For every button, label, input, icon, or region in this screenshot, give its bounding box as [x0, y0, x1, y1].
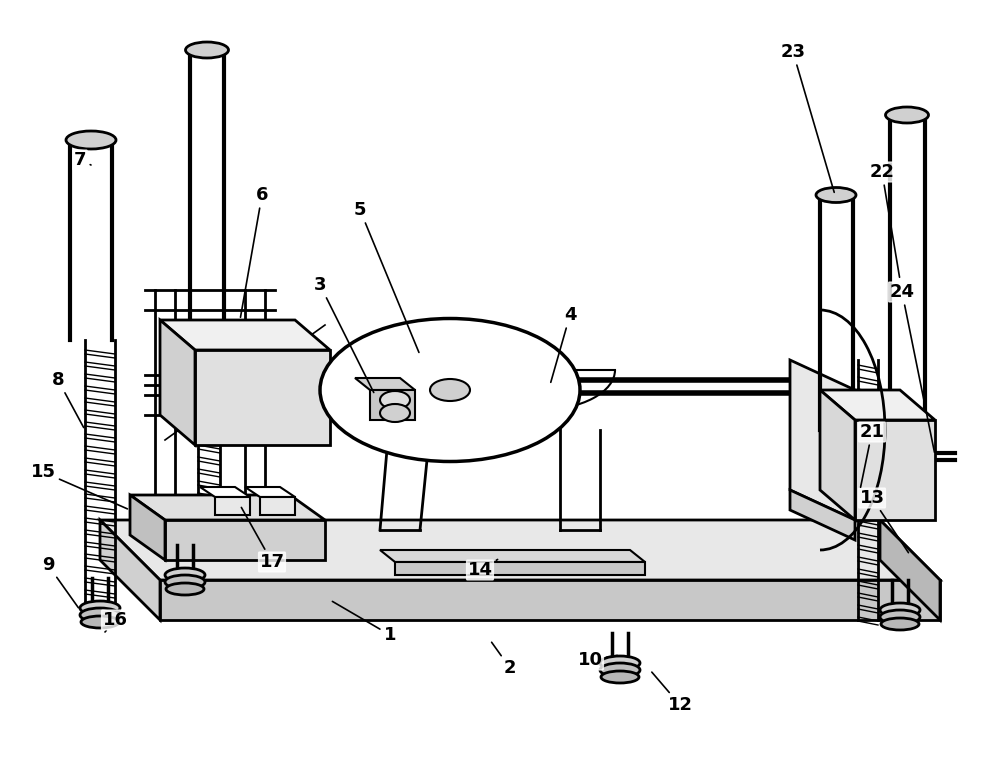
Polygon shape [790, 490, 855, 540]
Ellipse shape [66, 131, 116, 149]
Text: 12: 12 [652, 672, 692, 714]
Polygon shape [370, 390, 415, 420]
Polygon shape [395, 562, 645, 575]
Ellipse shape [816, 188, 856, 203]
Text: 1: 1 [332, 601, 396, 644]
Ellipse shape [601, 671, 639, 683]
Ellipse shape [380, 391, 410, 409]
Polygon shape [130, 495, 165, 560]
Polygon shape [165, 520, 325, 560]
Ellipse shape [430, 379, 470, 401]
Polygon shape [820, 390, 935, 420]
Text: 3: 3 [314, 276, 374, 393]
Text: 21: 21 [860, 423, 885, 487]
Polygon shape [880, 520, 940, 620]
Text: 22: 22 [870, 163, 900, 278]
Polygon shape [160, 320, 330, 350]
Ellipse shape [380, 404, 410, 422]
Ellipse shape [600, 663, 640, 677]
Ellipse shape [166, 583, 204, 595]
Ellipse shape [165, 575, 205, 589]
Polygon shape [195, 350, 330, 445]
Ellipse shape [320, 318, 580, 461]
Text: 7: 7 [74, 151, 91, 169]
Text: 5: 5 [354, 201, 419, 352]
Ellipse shape [886, 107, 928, 123]
Polygon shape [130, 495, 325, 520]
Polygon shape [215, 497, 250, 515]
Text: 2: 2 [492, 642, 516, 677]
Text: 4: 4 [551, 306, 576, 383]
Polygon shape [260, 497, 295, 515]
Text: 14: 14 [468, 560, 498, 579]
Ellipse shape [880, 610, 920, 624]
Polygon shape [855, 420, 935, 520]
Polygon shape [380, 550, 645, 562]
Ellipse shape [80, 608, 120, 622]
Text: 23: 23 [780, 43, 834, 192]
Ellipse shape [80, 601, 120, 615]
Text: 24: 24 [890, 283, 934, 452]
Text: 15: 15 [31, 463, 127, 509]
Ellipse shape [165, 568, 205, 582]
Polygon shape [820, 390, 855, 520]
Polygon shape [355, 378, 415, 390]
Text: 8: 8 [52, 371, 84, 427]
Polygon shape [245, 487, 295, 497]
Ellipse shape [186, 42, 229, 58]
Ellipse shape [600, 656, 640, 670]
Polygon shape [160, 580, 940, 620]
Ellipse shape [881, 618, 919, 630]
Text: 17: 17 [241, 507, 285, 571]
Text: 16: 16 [103, 611, 128, 632]
Text: 6: 6 [240, 186, 268, 317]
Polygon shape [200, 487, 250, 497]
Text: 10: 10 [578, 651, 617, 669]
Ellipse shape [81, 616, 119, 628]
Polygon shape [100, 520, 160, 620]
Text: 9: 9 [42, 556, 78, 608]
Polygon shape [790, 360, 855, 520]
Text: 13: 13 [860, 489, 908, 553]
Polygon shape [100, 520, 940, 580]
Ellipse shape [880, 603, 920, 617]
Polygon shape [160, 320, 195, 445]
